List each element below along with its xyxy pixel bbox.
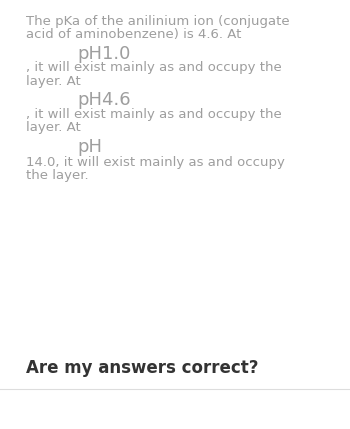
Text: 14.0, it will exist mainly as and occupy: 14.0, it will exist mainly as and occupy [26, 156, 285, 169]
Text: pH1.0: pH1.0 [77, 45, 130, 63]
Text: layer. At: layer. At [26, 121, 81, 134]
Text: the layer.: the layer. [26, 169, 89, 182]
Text: acid of aminobenzene) is 4.6. At: acid of aminobenzene) is 4.6. At [26, 28, 242, 41]
Text: Are my answers correct?: Are my answers correct? [26, 359, 259, 377]
Text: The pKa of the anilinium ion (conjugate: The pKa of the anilinium ion (conjugate [26, 15, 290, 27]
Text: , it will exist mainly as and occupy the: , it will exist mainly as and occupy the [26, 61, 282, 74]
Text: layer. At: layer. At [26, 75, 81, 88]
Text: , it will exist mainly as and occupy the: , it will exist mainly as and occupy the [26, 108, 282, 121]
Text: pH: pH [77, 138, 102, 156]
Text: pH4.6: pH4.6 [77, 91, 131, 109]
